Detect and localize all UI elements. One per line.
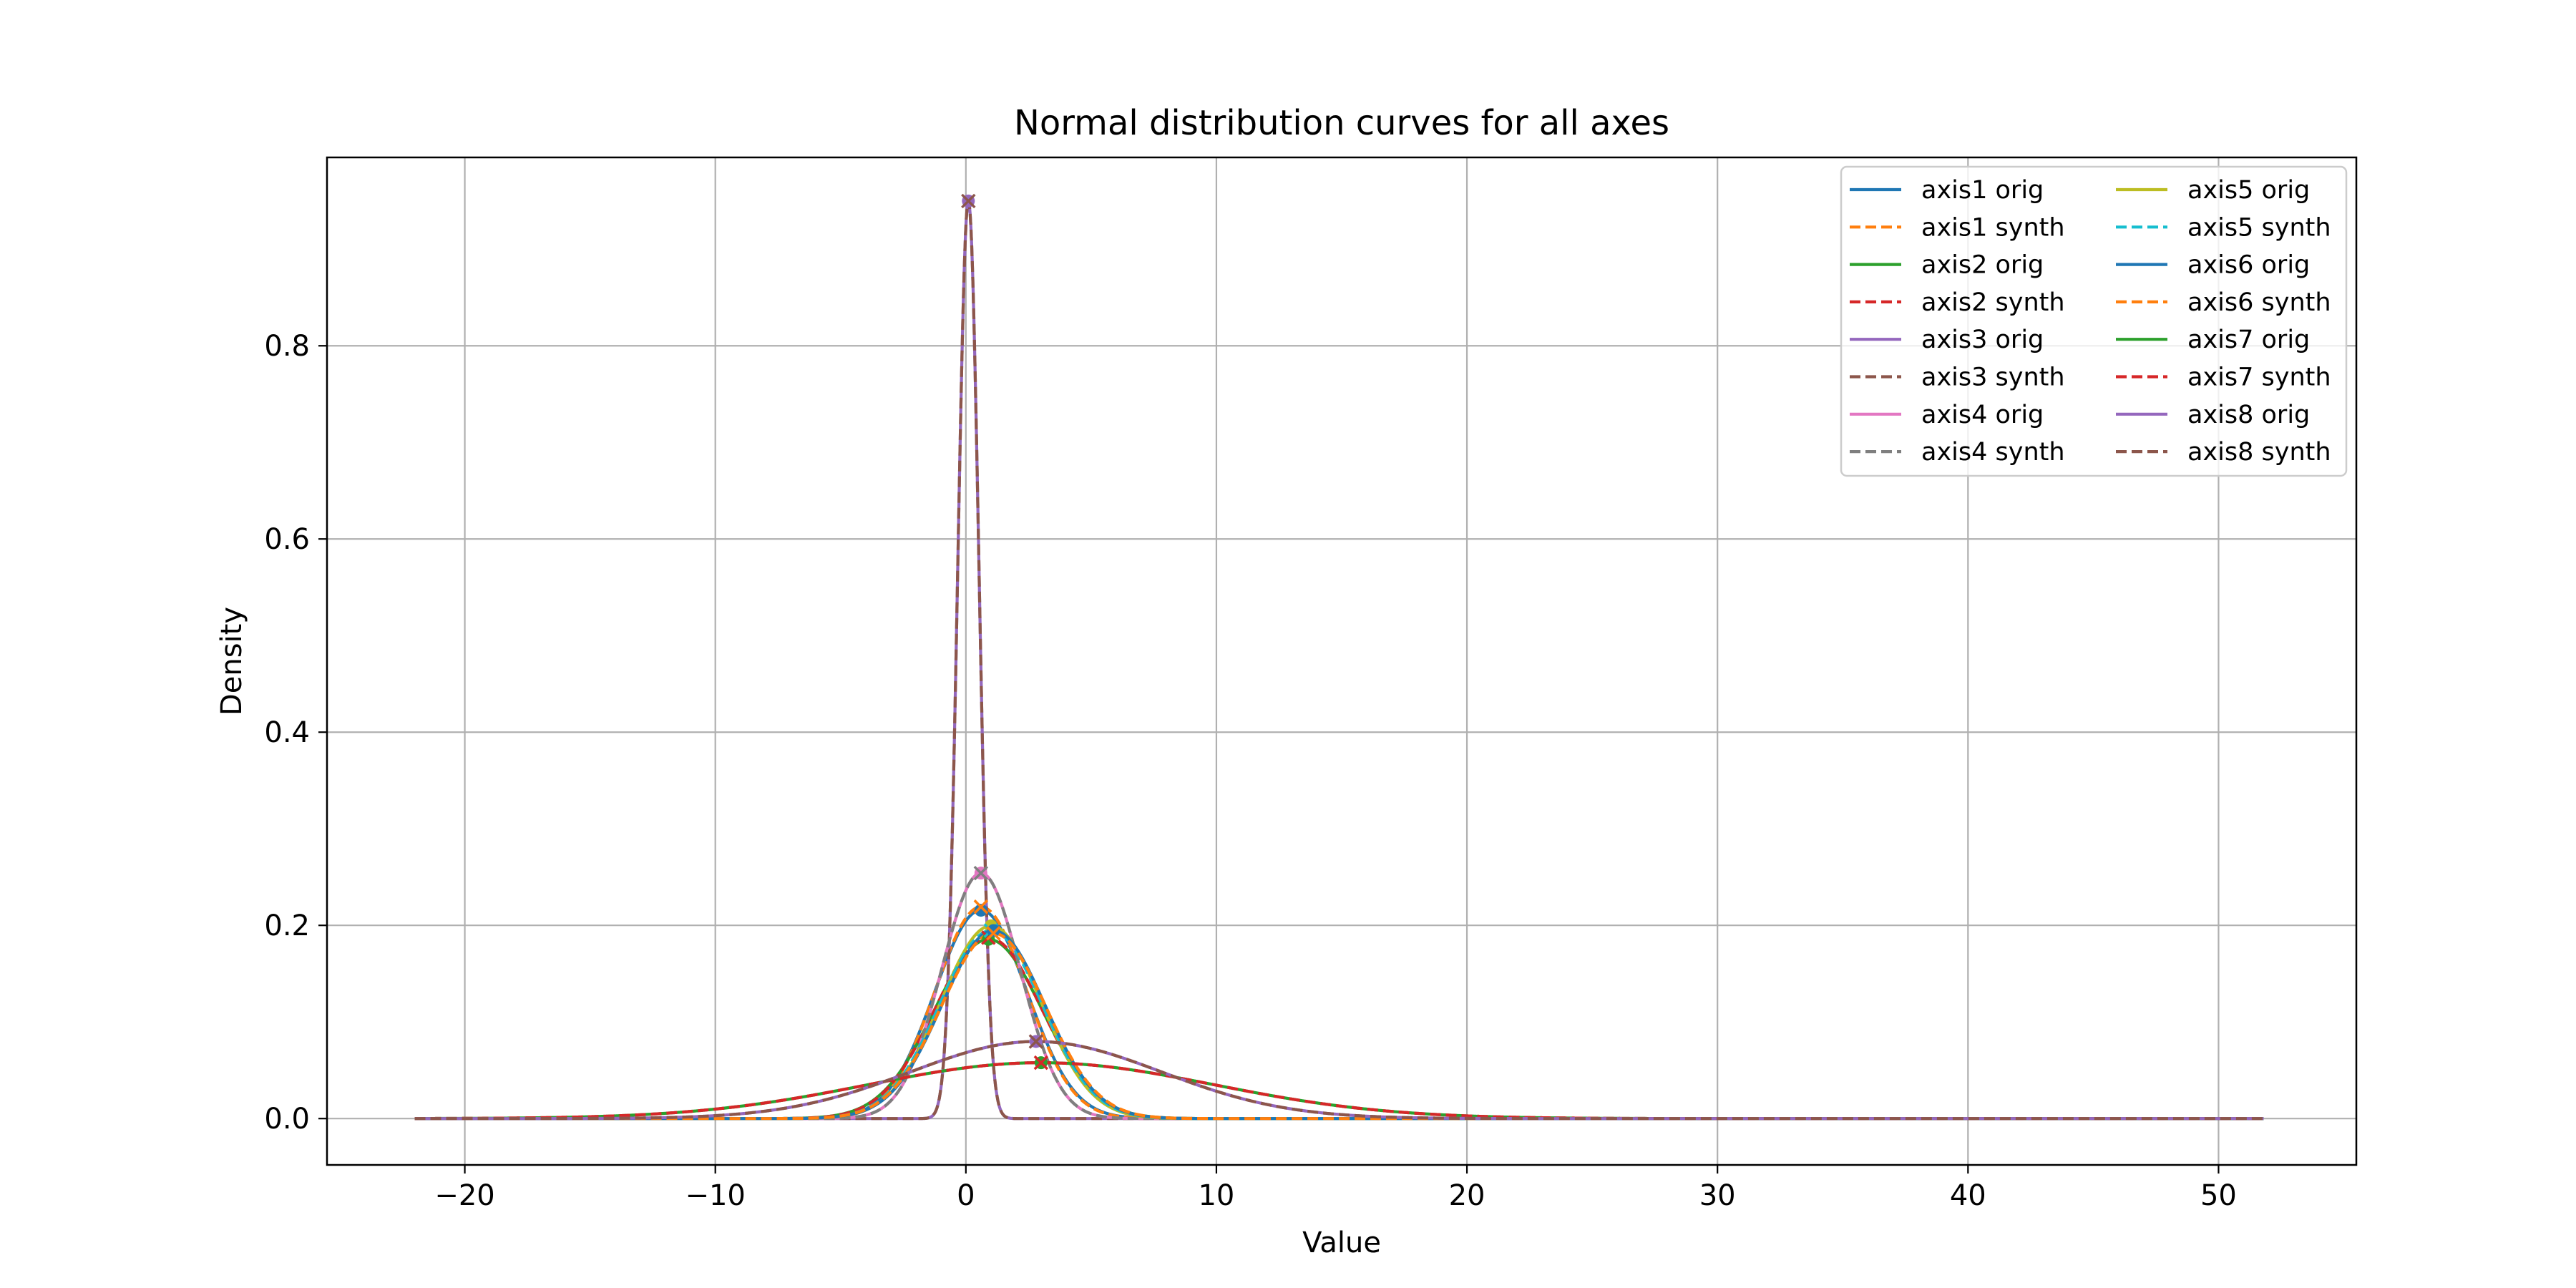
- x-tick-label: 20: [1449, 1179, 1485, 1212]
- legend-item: axis3 synth: [1850, 364, 2065, 392]
- legend-label: axis5 synth: [2187, 213, 2331, 242]
- y-tick-label: 0.2: [264, 909, 310, 942]
- legend-label: axis1 orig: [1921, 176, 2044, 205]
- legend-label: axis2 orig: [1921, 251, 2044, 280]
- plot-area-frame: [326, 156, 2358, 1166]
- x-tick-label: 50: [2200, 1179, 2237, 1212]
- legend-item: axis7 orig: [2116, 326, 2310, 354]
- series-line-axis8-synth: [414, 1040, 2265, 1121]
- peak-markers: [961, 193, 1049, 1070]
- peak-marker-axis3-synth: [961, 193, 976, 209]
- legend-item: axis4 orig: [1850, 401, 2044, 429]
- x-tick-label: −20: [434, 1179, 494, 1212]
- legend-item: axis5 synth: [2116, 213, 2331, 242]
- legend: axis1 orig axis1 synth axis2 orig axis2 syn…: [1840, 165, 2348, 477]
- legend-label: axis4 orig: [1921, 401, 2044, 429]
- legend-label: axis3 synth: [1921, 364, 2065, 392]
- peak-marker-axis8-synth: [1028, 1034, 1044, 1049]
- chart-title: Normal distribution curves for all axes: [1014, 103, 1669, 143]
- x-tick-label: −10: [685, 1179, 745, 1212]
- legend-label: axis6 orig: [2187, 251, 2310, 280]
- y-tick-label: 0.0: [264, 1103, 310, 1136]
- legend-label: axis1 synth: [1921, 213, 2065, 242]
- legend-item: axis2 synth: [1850, 288, 2065, 317]
- legend-label: axis7 orig: [2187, 326, 2310, 354]
- peak-marker-axis1-synth: [973, 899, 989, 914]
- legend-label: axis8 synth: [2187, 438, 2331, 467]
- y-tick-label: 0.4: [264, 716, 310, 749]
- x-axis-label: Value: [1302, 1226, 1381, 1259]
- legend-label: axis8 orig: [2187, 401, 2310, 429]
- peak-marker-axis1-orig: [974, 904, 987, 917]
- peak-marker-axis7-synth: [1033, 1055, 1049, 1070]
- peak-marker-axis6-orig: [987, 924, 1000, 937]
- legend-label: axis5 orig: [2187, 176, 2310, 205]
- legend-item: axis2 orig: [1850, 251, 2044, 280]
- x-tick-label: 0: [957, 1179, 975, 1212]
- x-tick-label: 40: [1950, 1179, 1986, 1212]
- legend-label: axis3 orig: [1921, 326, 2044, 354]
- legend-item: axis8 synth: [2116, 438, 2331, 467]
- legend-label: axis7 synth: [2187, 364, 2331, 392]
- legend-item: axis7 synth: [2116, 364, 2331, 392]
- legend-item: axis6 synth: [2116, 288, 2331, 317]
- legend-item: axis8 orig: [2116, 401, 2310, 429]
- y-axis-label: Density: [215, 607, 248, 716]
- peak-marker-axis6-synth: [986, 926, 1001, 941]
- x-tick-label: 10: [1198, 1179, 1234, 1212]
- y-tick-label: 0.6: [264, 523, 310, 556]
- plot-curves: [414, 200, 2265, 1121]
- legend-label: axis4 synth: [1921, 438, 2065, 467]
- legend-item: axis1 orig: [1850, 176, 2044, 205]
- legend-label: axis6 synth: [2187, 288, 2331, 317]
- peak-marker-axis4-synth: [973, 865, 989, 881]
- legend-item: axis6 orig: [2116, 251, 2310, 280]
- legend-item: axis1 synth: [1850, 213, 2065, 242]
- legend-item: axis3 orig: [1850, 326, 2044, 354]
- legend-item: axis5 orig: [2116, 176, 2310, 205]
- x-tick-label: 30: [1699, 1179, 1736, 1212]
- y-tick-label: 0.8: [264, 330, 310, 363]
- legend-item: axis4 synth: [1850, 438, 2065, 467]
- legend-frame: [1840, 165, 2348, 477]
- axis-ticks: −20 −10 0 10 20 30 40 50 0.0 0.2 0.4 0.6 0.8: [264, 330, 2237, 1212]
- legend-label: axis2 synth: [1921, 288, 2065, 317]
